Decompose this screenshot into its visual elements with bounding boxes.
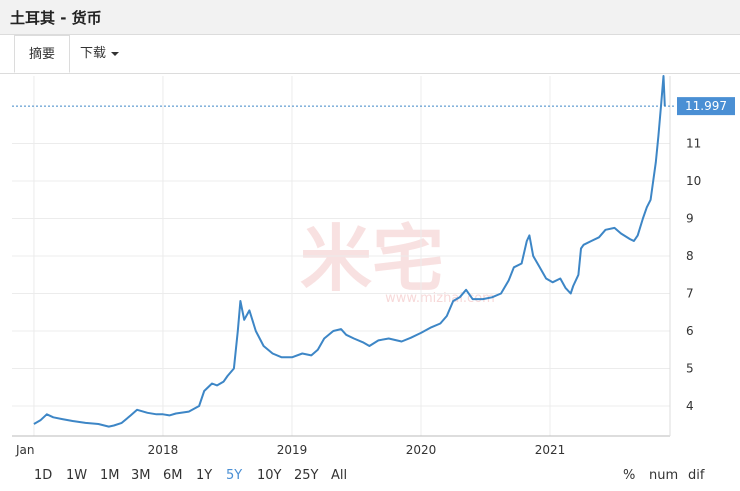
chart-grid: [12, 76, 671, 437]
range-5y[interactable]: 5Y: [226, 468, 243, 483]
y-tick-label: 5: [686, 362, 694, 376]
range-all[interactable]: All: [331, 468, 348, 483]
tab-bar: 摘要 下载: [0, 35, 740, 74]
y-tick-label: 11: [686, 137, 701, 151]
y-tick-label: 10: [686, 174, 701, 188]
x-tick-label: 2021: [535, 443, 566, 457]
range-1m[interactable]: 1M: [100, 468, 120, 483]
tab-download-label: 下载: [80, 46, 107, 61]
range-selector: 1D 1W 1M 3M 6M 1Y 5Y 10Y 25Y All% num dif: [0, 466, 740, 488]
header-bar: 土耳其 - 货币: [0, 0, 740, 35]
range-6m[interactable]: 6M: [163, 468, 183, 483]
watermark-url: www.mizhai.com: [385, 291, 495, 306]
page-title: 土耳其 - 货币: [10, 9, 102, 27]
range-1d[interactable]: 1D: [34, 468, 53, 483]
y-tick-label: 8: [686, 249, 694, 263]
x-tick-label: 2020: [406, 443, 437, 457]
tab-summary-label: 摘要: [29, 47, 56, 62]
y-tick-label: 4: [686, 399, 694, 413]
current-value-label: 11.997: [685, 99, 727, 113]
current-value-badge: [677, 97, 735, 116]
range-25y[interactable]: 25Y: [294, 468, 319, 483]
tab-summary[interactable]: 摘要: [14, 35, 71, 73]
tool-dif[interactable]: dif: [688, 468, 705, 483]
chart-axis-labels: 4 5 6 7 8 9 10 11 Jan 2018 2019 2020 2021: [15, 137, 701, 458]
caret-down-icon: [111, 51, 120, 56]
x-tick-label: 2018: [148, 443, 179, 457]
tab-download[interactable]: 下载: [66, 35, 133, 73]
range-1w[interactable]: 1W: [66, 468, 88, 483]
tool-num[interactable]: num: [649, 468, 679, 483]
range-1y[interactable]: 1Y: [196, 468, 213, 483]
series-line: [33, 75, 666, 428]
watermark-text: 米宅: [300, 217, 444, 301]
chart-plot: 11.997: [12, 75, 735, 428]
x-tick-label: 2019: [277, 443, 308, 457]
y-tick-label: 9: [686, 212, 694, 226]
range-10y[interactable]: 10Y: [257, 468, 282, 483]
x-tick-label: Jan: [15, 443, 35, 457]
tool-percent[interactable]: %: [623, 468, 636, 483]
y-tick-label: 7: [686, 287, 694, 301]
y-tick-label: 6: [686, 324, 694, 338]
range-3m[interactable]: 3M: [131, 468, 151, 483]
